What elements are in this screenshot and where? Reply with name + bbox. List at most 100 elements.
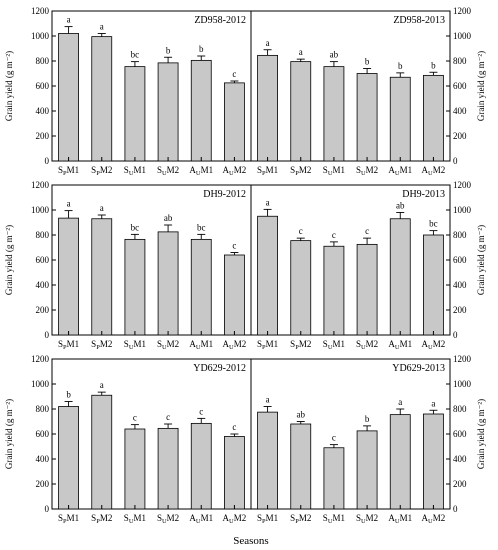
bar: [389, 414, 411, 510]
y-axis-title: Grain yield (g m⁻²): [4, 225, 14, 295]
y-tick-label: 1200: [453, 354, 472, 364]
x-tick-label: SUM1: [124, 513, 146, 525]
y-tick-label: 600: [36, 81, 50, 91]
bar: [91, 218, 113, 336]
bar: [58, 217, 79, 336]
panel-frame: [51, 10, 252, 162]
y-tick-label: 600: [453, 429, 467, 439]
y-tick-label: 800: [453, 404, 467, 414]
y-tick-label: 800: [453, 230, 467, 240]
panel-frame: [250, 358, 451, 510]
significance-letter: c: [232, 422, 236, 432]
significance-letter: c: [332, 433, 336, 443]
bar: [290, 61, 312, 162]
significance-letter: c: [332, 230, 336, 240]
y-tick-label: 200: [36, 479, 50, 489]
y-axis-title: Grain yield (g m⁻²): [4, 399, 14, 469]
panel-frame: [250, 184, 451, 336]
x-tick-label: AUM2: [422, 165, 446, 177]
y-tick-label: 800: [453, 56, 467, 66]
x-tick-label: SUM1: [323, 339, 345, 351]
y-tick-label: 1200: [453, 180, 472, 190]
panel-5: 0 200 400 600 800 1000 1200 Grain yield (g m⁻²)…: [4, 354, 252, 525]
bar: [190, 422, 212, 510]
y-tick-label: 400: [36, 454, 50, 464]
x-tick-label: AUM2: [422, 513, 446, 525]
significance-letter: a: [431, 398, 435, 408]
significance-letter: b: [166, 45, 171, 55]
bar: [224, 82, 245, 162]
y-tick-label: 600: [36, 255, 50, 265]
y-tick-label: 200: [453, 305, 467, 315]
significance-letter: bc: [131, 50, 140, 60]
x-tick-label: AUM2: [422, 339, 446, 351]
bar: [157, 62, 179, 162]
significance-letter: c: [299, 226, 303, 236]
x-tick-label: SPM2: [91, 339, 112, 351]
x-tick-label: SPM2: [290, 513, 311, 525]
bar: [224, 254, 245, 336]
panel-frame: [51, 184, 252, 336]
y-tick-label: 400: [453, 280, 467, 290]
bar: [356, 243, 378, 336]
significance-letter: b: [431, 60, 436, 70]
significance-letter: bc: [197, 222, 206, 232]
y-tick-label: 800: [36, 230, 50, 240]
y-tick-label: 600: [453, 255, 467, 265]
significance-letter: a: [67, 15, 71, 25]
significance-letter: a: [67, 199, 71, 209]
x-tick-label: SUM2: [356, 339, 378, 351]
significance-letter: a: [100, 203, 104, 213]
y-tick-label: 800: [36, 404, 50, 414]
panel-title: ZD958-2013: [393, 15, 445, 26]
x-tick-label: AUM2: [223, 513, 247, 525]
panel-title: YD629-2013: [392, 363, 445, 374]
significance-letter: a: [100, 22, 104, 32]
x-tick-label: AUM1: [388, 339, 412, 351]
y-tick-label: 400: [36, 280, 50, 290]
bar: [290, 423, 312, 510]
x-tick-label: SPM1: [58, 513, 79, 525]
bar: [157, 231, 179, 336]
significance-letter: b: [398, 61, 403, 71]
chart-panels: 0 200 400 600 800 1000 1200 Grain yield (g m⁻²)…: [4, 6, 486, 525]
bar: [423, 413, 444, 510]
x-tick-label: AUM2: [223, 165, 247, 177]
bar: [323, 447, 345, 510]
significance-letter: b: [365, 57, 370, 67]
y-tick-label: 400: [453, 106, 467, 116]
panel-2: 0 200 400 600 800 1000 1200 Grain yield (g m⁻²)…: [250, 6, 486, 177]
y-tick-label: 200: [36, 305, 50, 315]
x-tick-label: AUM1: [189, 339, 213, 351]
x-tick-label: SUM1: [124, 339, 146, 351]
significance-letter: c: [133, 413, 137, 423]
x-tick-label: AUM2: [223, 339, 247, 351]
bar: [423, 74, 444, 162]
y-tick-label: 1200: [453, 6, 472, 16]
bar: [91, 36, 113, 162]
significance-letter: b: [66, 390, 71, 400]
bar: [124, 66, 146, 162]
panel-4: 0 200 400 600 800 1000 1200 Grain yield (g m⁻²)…: [250, 180, 486, 351]
bar: [124, 238, 146, 336]
bar: [290, 240, 312, 336]
bar: [124, 428, 146, 510]
bar: [389, 76, 411, 162]
x-tick-label: SPM2: [290, 339, 311, 351]
significance-letter: c: [199, 406, 203, 416]
y-tick-label: 200: [36, 131, 50, 141]
significance-letter: b: [365, 414, 370, 424]
y-axis-title: Grain yield (g m⁻²): [476, 399, 486, 469]
y-tick-label: 400: [36, 106, 50, 116]
y-axis-title: Grain yield (g m⁻²): [4, 51, 14, 121]
y-tick-label: 0: [45, 156, 50, 166]
x-tick-label: AUM1: [189, 165, 213, 177]
significance-letter: c: [232, 241, 236, 251]
significance-letter: ab: [396, 201, 405, 211]
x-tick-label: SUM2: [157, 513, 179, 525]
x-tick-label: SPM2: [91, 165, 112, 177]
x-tick-label: AUM1: [388, 513, 412, 525]
y-tick-label: 400: [453, 454, 467, 464]
panel-title: ZD958-2012: [194, 15, 246, 26]
